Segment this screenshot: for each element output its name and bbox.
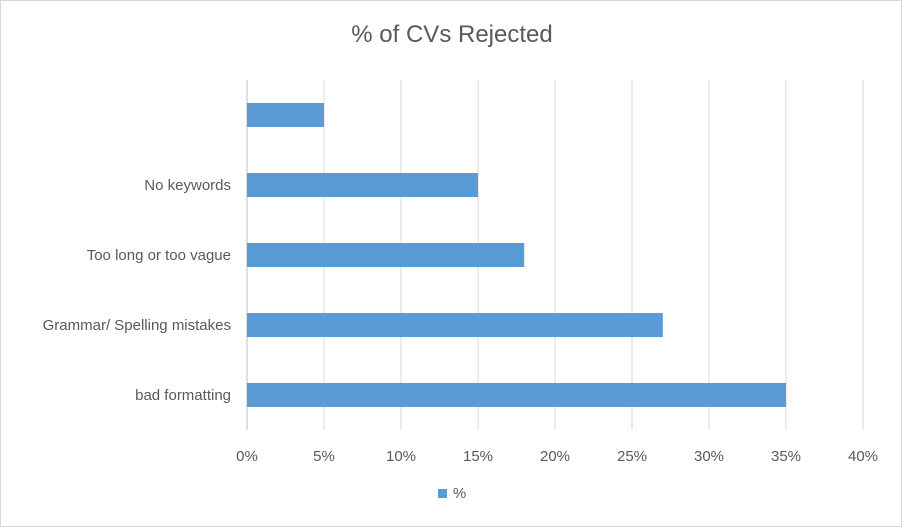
x-tick-label: 15% xyxy=(463,448,493,465)
x-tick-label: 5% xyxy=(313,448,335,465)
x-tick-label: 35% xyxy=(771,448,801,465)
bar xyxy=(247,103,324,127)
legend-label: % xyxy=(452,485,467,502)
bar xyxy=(247,243,525,267)
x-tick-label: 0% xyxy=(236,448,258,465)
category-label: No keywords xyxy=(144,177,231,194)
bar xyxy=(247,313,663,337)
legend-swatch xyxy=(437,489,447,498)
category-label: Grammar/ Spelling mistakes xyxy=(43,317,231,334)
x-tick-label: 25% xyxy=(617,448,647,465)
category-label: Too long or too vague xyxy=(87,247,231,264)
category-label: bad formatting xyxy=(135,387,231,404)
x-tick-label: 40% xyxy=(848,448,878,465)
bar xyxy=(247,383,786,407)
x-tick-label: 10% xyxy=(386,448,416,465)
x-tick-label: 30% xyxy=(694,448,724,465)
bar xyxy=(247,173,478,197)
x-tick-label: 20% xyxy=(540,448,570,465)
chart-legend: % xyxy=(1,485,902,502)
chart-title: % of CVs Rejected xyxy=(351,21,553,48)
